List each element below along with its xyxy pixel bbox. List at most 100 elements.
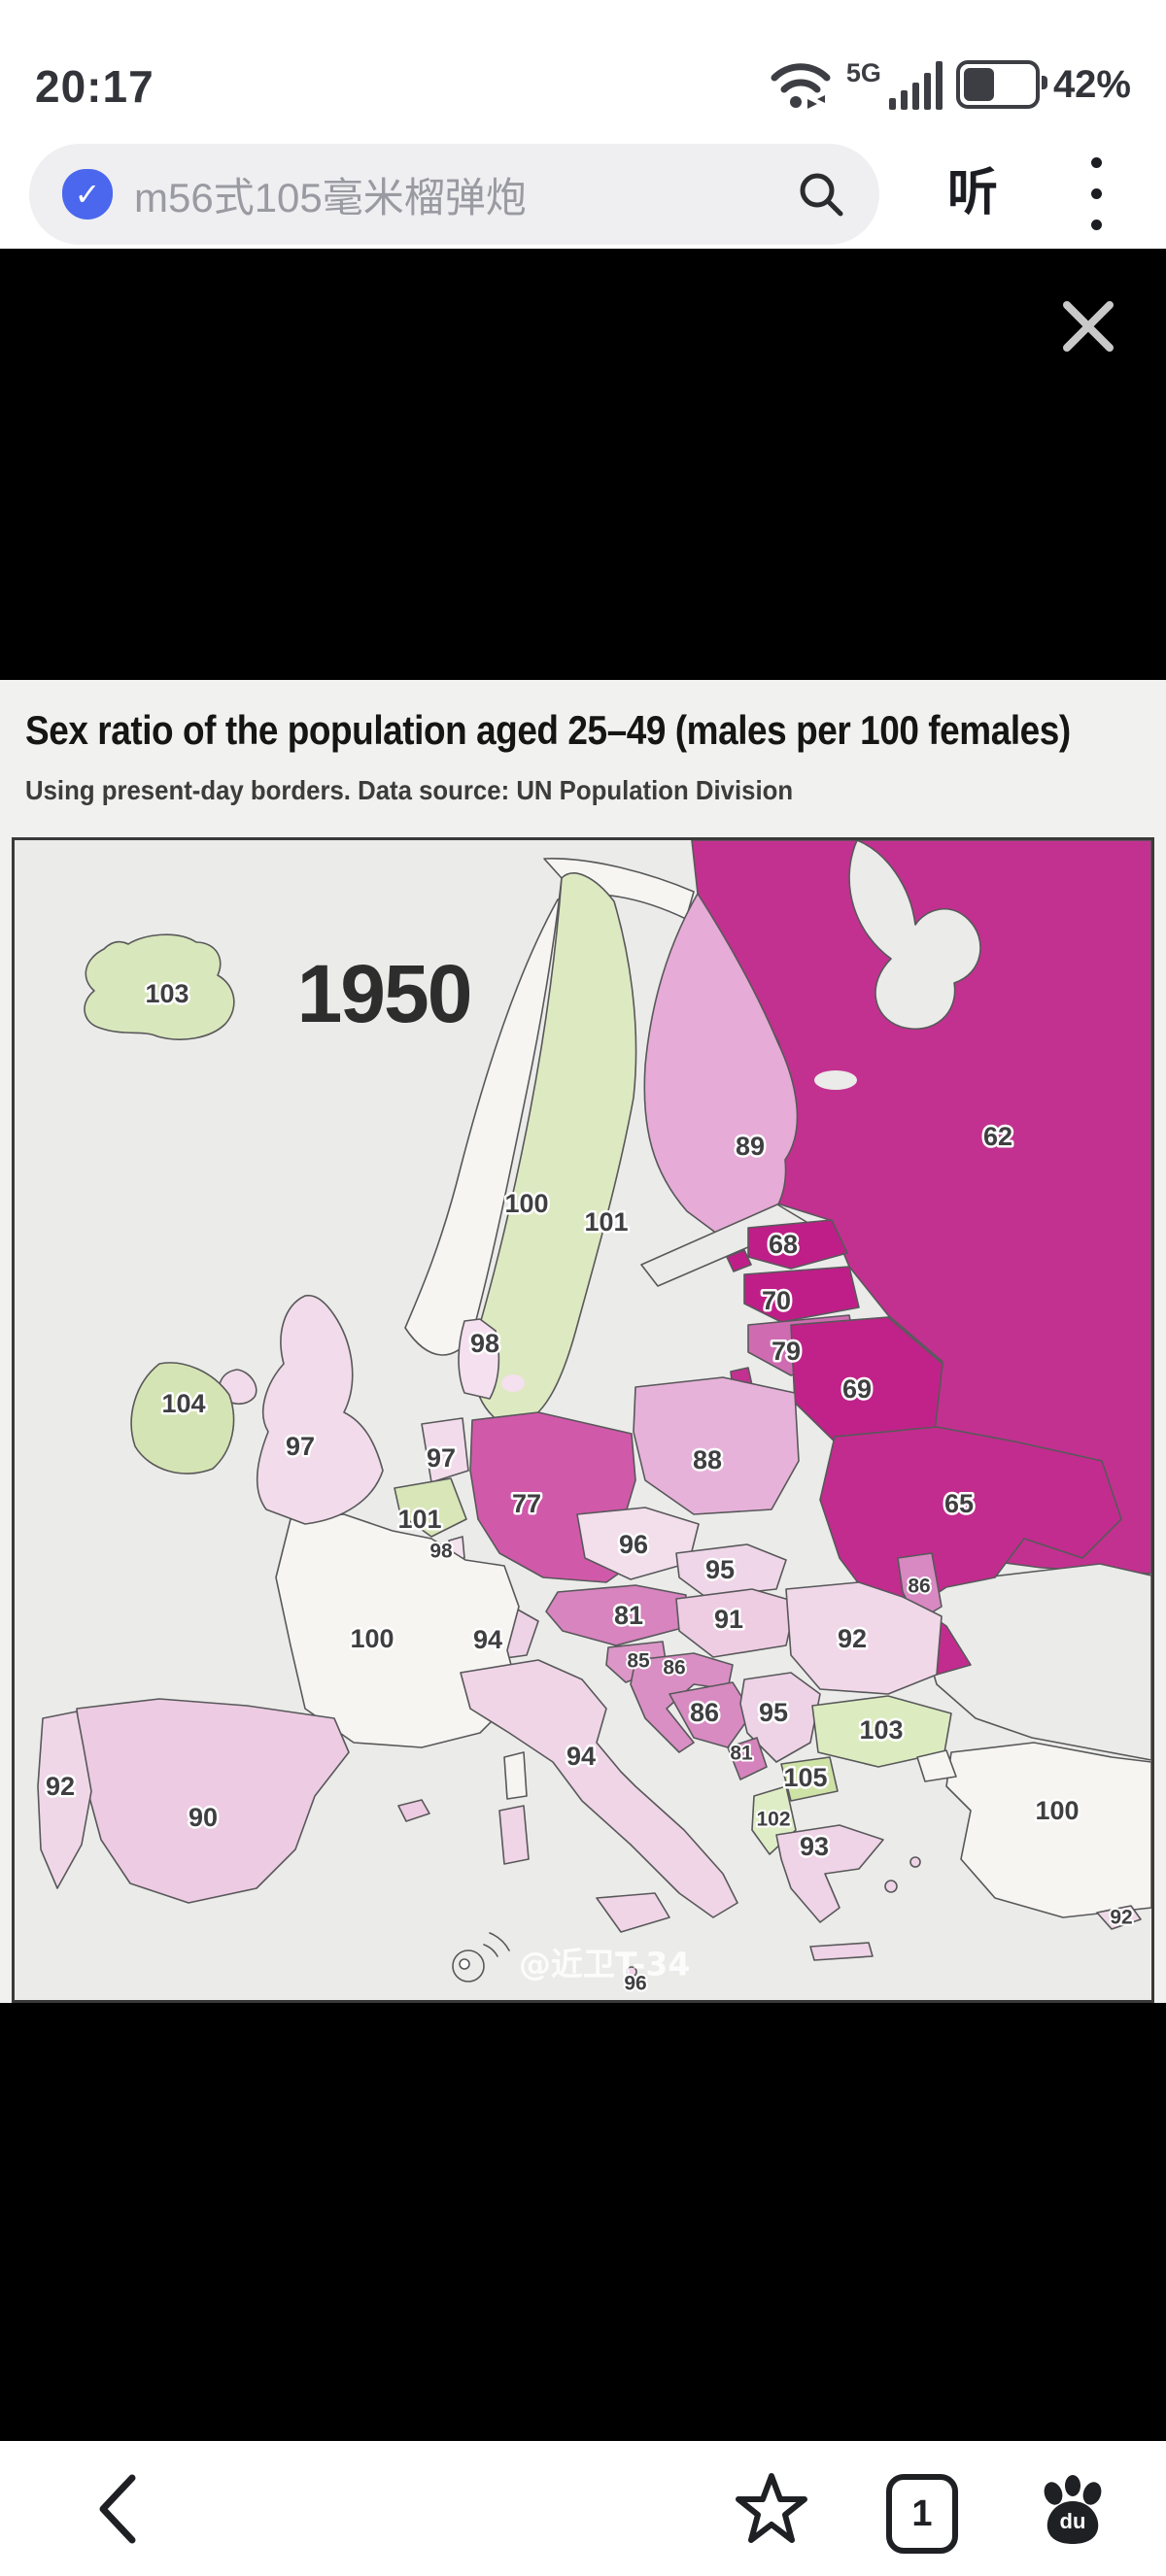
value-label-lithuania: 79 (772, 1337, 801, 1366)
country-hungary (675, 1588, 797, 1658)
estonian-islands (726, 1249, 752, 1272)
favorite-star-button[interactable] (731, 2468, 812, 2550)
signal-bars-icon (888, 59, 943, 110)
country-bosnia (669, 1681, 753, 1748)
greek-island (884, 1880, 898, 1893)
value-label-austria: 81 (614, 1601, 643, 1630)
value-label-germany: 77 (512, 1489, 541, 1518)
country-portugal (37, 1711, 92, 1889)
country-poland (633, 1376, 800, 1515)
country-slovakia (675, 1543, 787, 1598)
value-label-poland: 88 (693, 1445, 722, 1474)
value-label-belgium: 101 (397, 1505, 441, 1534)
value-label-slovakia: 95 (705, 1555, 735, 1584)
value-label-turkey: 100 (1035, 1796, 1079, 1825)
search-input[interactable]: ✓ m56式105毫米榴弹炮 (29, 144, 879, 245)
value-label-france: 100 (350, 1624, 394, 1653)
value-label-portugal: 92 (46, 1772, 75, 1801)
browser-toolbar: ✓ m56式105毫米榴弹炮 听 (0, 136, 1166, 249)
value-label-czechia: 96 (619, 1530, 648, 1559)
country-norway (404, 858, 695, 1356)
search-query-text[interactable]: m56式105毫米榴弹炮 (134, 174, 527, 220)
tab-count: 1 (911, 2492, 933, 2534)
value-label-cyprus: 92 (1110, 1907, 1132, 1929)
country-iceland (84, 933, 235, 1040)
value-label-croatia: 86 (663, 1657, 685, 1679)
country-croatia (630, 1652, 734, 1753)
value-label-switzerland: 94 (473, 1625, 502, 1654)
security-shield-icon: ✓ (62, 169, 113, 220)
country-romania (785, 1581, 943, 1695)
sardinia (498, 1805, 530, 1865)
value-label-romania: 92 (838, 1624, 867, 1653)
corsica (503, 1751, 528, 1800)
country-belgium (394, 1477, 467, 1538)
network-type-label: 5G (845, 57, 881, 87)
status-bar: 20:17 5G 42% (0, 39, 1166, 136)
value-label-ukraine: 65 (944, 1489, 974, 1518)
value-label-spain: 90 (189, 1803, 218, 1832)
infographic-header: Sex ratio of the population aged 25–49 (… (0, 680, 1166, 837)
image-viewer-bottom-letterbox (0, 2003, 1166, 2441)
country-uk (256, 1294, 384, 1525)
value-label-denmark: 98 (470, 1329, 499, 1358)
value-label-malta: 96 (624, 1973, 646, 1995)
menu-kebab-icon[interactable] (1086, 157, 1106, 231)
choropleth-svg: 1950 @近卫T-34 103 100 101 89 98 62 68 70 79 69 65 86… (12, 837, 1154, 2003)
year-label: 1950 (297, 948, 471, 1039)
country-sweden (471, 872, 637, 1429)
watermark-text: @近卫T-34 (519, 1946, 690, 1983)
value-label-finland: 89 (736, 1132, 765, 1161)
value-label-greece: 93 (800, 1832, 829, 1861)
value-label-bulgaria: 103 (859, 1715, 903, 1745)
sicily (596, 1892, 670, 1933)
baidu-home-button[interactable]: du (1032, 2468, 1114, 2550)
country-cyprus (1096, 1905, 1142, 1930)
country-netherlands (421, 1417, 469, 1483)
baidu-du-label: du (1060, 2509, 1086, 2533)
country-serbia (739, 1672, 821, 1763)
search-icon[interactable] (796, 169, 846, 220)
country-montenegro (727, 1737, 768, 1780)
value-label-netherlands: 97 (427, 1443, 456, 1473)
lake (814, 1070, 857, 1090)
value-label-iceland: 103 (145, 979, 189, 1008)
bottom-nav: 1 du (0, 2441, 1166, 2576)
balearic-islands (397, 1799, 430, 1822)
value-label-macedonia: 105 (783, 1763, 827, 1792)
value-label-montenegro: 81 (730, 1743, 753, 1765)
listen-button[interactable]: 听 (947, 165, 999, 221)
country-estonia (747, 1219, 848, 1270)
close-icon[interactable] (1057, 295, 1119, 357)
value-label-italy: 94 (566, 1742, 596, 1771)
country-latvia (743, 1266, 860, 1323)
tabs-button[interactable]: 1 (886, 2474, 958, 2554)
value-label-luxembourg: 98 (429, 1541, 453, 1563)
value-label-norway: 100 (504, 1189, 548, 1218)
chart-title: Sex ratio of the population aged 25–49 (… (25, 707, 1071, 753)
battery-icon (955, 60, 1047, 109)
country-austria (545, 1584, 687, 1646)
crete (809, 1942, 874, 1961)
value-label-slovenia: 85 (627, 1650, 650, 1673)
country-greece (775, 1824, 884, 1923)
value-label-estonia: 68 (769, 1230, 798, 1259)
weibo-icon (452, 1949, 485, 1983)
value-label-moldova: 86 (908, 1576, 930, 1598)
value-label-russia: 62 (983, 1122, 1012, 1151)
value-label-belarus: 69 (842, 1374, 872, 1404)
weibo-watermark: @近卫T-34 (452, 1932, 690, 1983)
value-label-hungary: 91 (714, 1605, 743, 1634)
value-label-latvia: 70 (762, 1286, 791, 1315)
back-button[interactable] (80, 2468, 161, 2550)
greek-island (909, 1856, 921, 1868)
country-value-labels: 103 100 101 89 98 62 68 70 79 69 65 86 88 77 97 101 98 97… (43, 977, 1134, 1997)
wifi-icon (771, 63, 831, 109)
value-label-bosnia: 86 (690, 1698, 719, 1727)
country-turkey (945, 1742, 1152, 1918)
value-label-albania: 102 (756, 1809, 790, 1831)
country-denmark (458, 1318, 500, 1400)
value-label-uk: 97 (286, 1432, 315, 1461)
map-frame (12, 837, 1154, 2003)
